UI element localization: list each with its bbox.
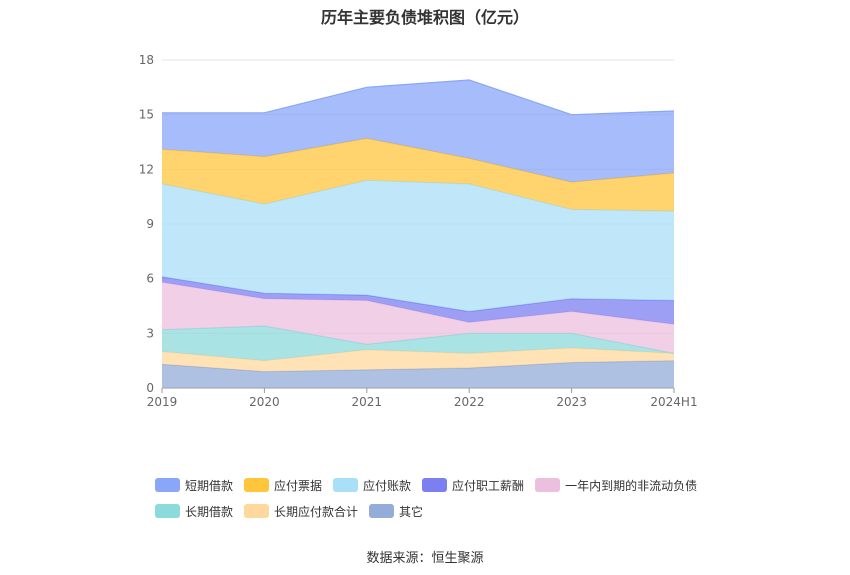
- area-series[interactable]: [162, 276, 674, 325]
- chart-legend: 短期借款 应付票据 应付账款 应付职工薪酬 一年内到期的非流动负债 长期借款 长…: [155, 472, 755, 524]
- x-tick-label: 2022: [454, 395, 485, 409]
- legend-label: 短期借款: [185, 478, 234, 493]
- area-series[interactable]: [162, 180, 674, 312]
- legend-item-accounts-payable[interactable]: 应付账款: [333, 477, 411, 494]
- legend-swatch: [369, 504, 395, 518]
- area-series[interactable]: [162, 347, 674, 372]
- chart-title: 历年主要负债堆积图（亿元）: [320, 8, 529, 27]
- area-series[interactable]: [162, 80, 674, 183]
- area-series-line: [162, 79, 675, 116]
- y-tick-label: 9: [146, 217, 154, 231]
- y-tick-label: 0: [146, 381, 154, 395]
- legend-item-notes-payable[interactable]: 应付票据: [244, 477, 322, 494]
- y-tick-label: 18: [139, 53, 154, 67]
- legend-item-long-term-loans[interactable]: 长期借款: [155, 503, 233, 520]
- area-series[interactable]: [162, 360, 674, 388]
- legend-item-current-noncurrent-liabilities[interactable]: 一年内到期的非流动负债: [535, 477, 697, 494]
- legend-row-1: 短期借款 应付票据 应付账款 应付职工薪酬 一年内到期的非流动负债: [155, 472, 755, 498]
- x-tick-label: 2021: [352, 395, 383, 409]
- legend-swatch: [333, 478, 359, 492]
- x-tick-label: 2024H1: [650, 395, 697, 409]
- y-tick-label: 6: [146, 272, 154, 286]
- legend-swatch: [422, 478, 448, 492]
- legend-label: 应付账款: [363, 478, 412, 493]
- x-tick-label: 2023: [556, 395, 587, 409]
- area-series[interactable]: [162, 326, 674, 361]
- y-tick-label: 12: [139, 162, 154, 176]
- x-tick-label: 2020: [249, 395, 280, 409]
- legend-swatch: [155, 478, 180, 492]
- area-series[interactable]: [162, 138, 674, 212]
- y-tick-label: 15: [139, 108, 154, 122]
- legend-label: 长期应付款合计: [274, 504, 359, 519]
- legend-row-2: 长期借款 长期应付款合计 其它: [155, 498, 755, 524]
- legend-item-long-term-payables[interactable]: 长期应付款合计: [244, 503, 358, 520]
- legend-label: 一年内到期的非流动负债: [565, 478, 698, 493]
- legend-item-short-term-loans[interactable]: 短期借款: [155, 477, 233, 494]
- legend-label: 其它: [399, 504, 424, 519]
- legend-label: 长期借款: [185, 504, 234, 519]
- legend-swatch: [244, 504, 270, 518]
- area-series[interactable]: [162, 282, 674, 354]
- x-tick-label: 2019: [147, 395, 178, 409]
- y-tick-label: 3: [146, 326, 154, 340]
- data-source-note: 数据来源：恒生聚源: [366, 551, 484, 566]
- legend-swatch: [155, 504, 180, 518]
- legend-swatch: [535, 478, 561, 492]
- legend-label: 应付票据: [274, 478, 323, 493]
- legend-swatch: [244, 478, 270, 492]
- legend-item-other[interactable]: 其它: [369, 503, 423, 520]
- legend-item-employee-pay[interactable]: 应付职工薪酬: [422, 477, 524, 494]
- legend-label: 应付职工薪酬: [452, 478, 525, 493]
